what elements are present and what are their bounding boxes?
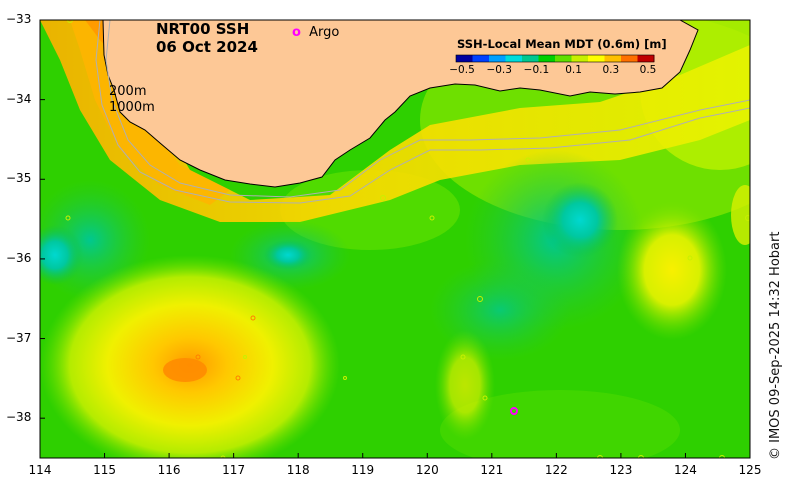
- x-tick-label: 117: [222, 463, 246, 477]
- y-tick-label: −35: [6, 171, 32, 186]
- colorbar-label: SSH-Local Mean MDT (0.6m) [m]: [457, 37, 667, 51]
- imos-credit: © IMOS 09-Sep-2025 14:32 Hobart: [768, 231, 783, 460]
- colorbar-swatch: [505, 55, 523, 62]
- y-tick-label: −37: [6, 330, 32, 345]
- colorbar-tick-label: −0.3: [486, 64, 512, 76]
- x-tick-label: 123: [609, 463, 633, 477]
- depth-label-1000m: 1000m: [109, 100, 155, 115]
- drifter-markers: [65, 20, 750, 458]
- colorbar-swatch: [621, 55, 638, 62]
- colorbar-swatch: [588, 55, 605, 62]
- x-tick-label: 122: [544, 463, 568, 477]
- argo-legend-symbol: o: [292, 25, 301, 40]
- y-tick-label: −38: [6, 410, 32, 425]
- argo-float: [510, 407, 518, 415]
- x-tick-label: 118: [286, 463, 310, 477]
- colorbar-frame: [455, 54, 655, 63]
- colorbar-tick-label: 0.3: [602, 64, 620, 76]
- colorbar-swatch: [571, 55, 589, 62]
- colorbar: [455, 54, 655, 63]
- y-tick-label: −36: [6, 250, 32, 265]
- colorbar-tick-label: −0.5: [449, 64, 475, 76]
- x-tick-label: 116: [157, 463, 181, 477]
- plot-frame: [39, 19, 751, 459]
- colorbar-swatch: [637, 55, 655, 62]
- colorbar-swatch: [456, 55, 473, 62]
- map-title: NRT00 SSH 06 Oct 2024: [156, 20, 258, 56]
- ssh-field: [40, 20, 750, 458]
- title-product: NRT00 SSH: [156, 20, 250, 38]
- isobath-1000m: [95, 20, 750, 204]
- x-tick-label: 115: [93, 463, 116, 477]
- colorbar-swatch: [472, 55, 490, 62]
- isobath-200m: [105, 20, 750, 198]
- argo-legend: o Argo: [292, 25, 339, 40]
- x-tick-label: 119: [351, 463, 375, 477]
- title-date: 06 Oct 2024: [156, 38, 258, 56]
- colorbar-tick-label: −0.1: [523, 64, 550, 76]
- axis-ticks: [39, 19, 751, 458]
- colorbar-tick-label: 0.5: [639, 64, 657, 76]
- colorbar-swatch: [522, 55, 539, 62]
- x-tick-label: 125: [738, 463, 762, 477]
- colorbar-tick-label: 0.1: [565, 64, 582, 76]
- x-tick-label: 120: [415, 463, 439, 477]
- argo-legend-label: Argo: [309, 25, 340, 40]
- x-tick-label: 114: [28, 463, 52, 477]
- x-tick-label: 124: [674, 463, 697, 477]
- colorbar-swatch: [489, 55, 506, 62]
- y-tick-label: −33: [6, 12, 32, 26]
- x-tick-label: 121: [480, 463, 504, 477]
- colorbar-swatch: [555, 55, 572, 62]
- depth-label-200m: 200m: [109, 84, 147, 99]
- y-tick-label: −34: [6, 91, 32, 106]
- colorbar-swatch: [604, 55, 622, 62]
- colorbar-swatch: [538, 55, 556, 62]
